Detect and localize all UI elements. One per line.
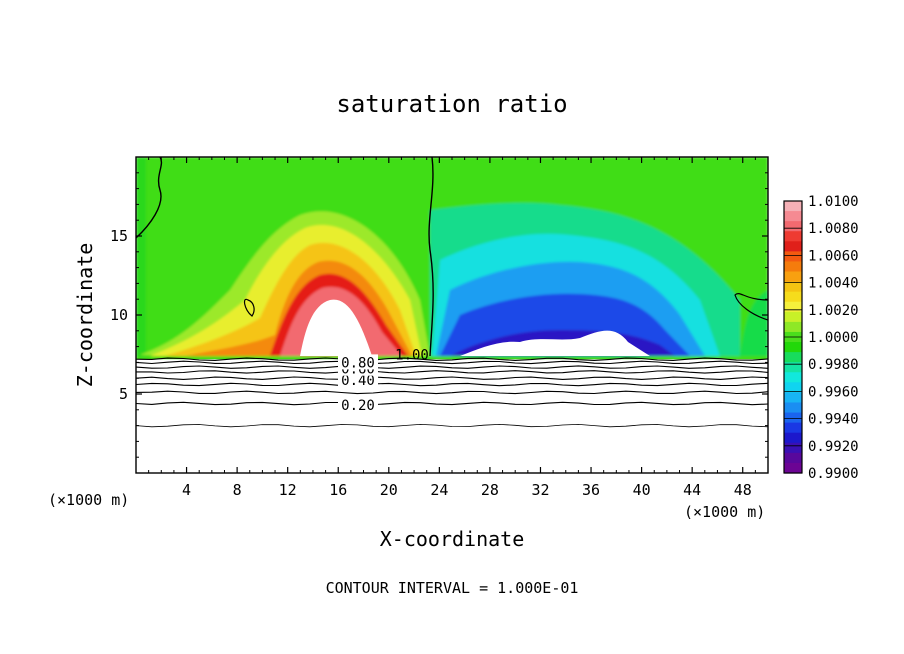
contour-label-bg [338, 397, 378, 413]
x-tick-label: 36 [582, 481, 600, 499]
y-tick-label: 15 [110, 227, 128, 245]
colorbar-swatch [784, 422, 802, 434]
chart-title: saturation ratio [336, 90, 567, 118]
contour-line [136, 390, 768, 395]
contour-label-bg [338, 354, 378, 370]
x-tick-label: 32 [531, 481, 549, 499]
x-tick-label: 24 [430, 481, 448, 499]
colorbar-swatch [784, 251, 802, 263]
x-tick-label: 28 [481, 481, 499, 499]
contour-interval-note: CONTOUR INTERVAL = 1.000E-01 [326, 579, 579, 597]
contour-lines: 0.200.400.600.80 1.00 [136, 157, 768, 428]
colorbar-swatch [784, 342, 802, 353]
colorbar-swatch [784, 402, 802, 414]
colorbar-label: 1.0100 [808, 194, 859, 210]
colorbar-label: 0.9980 [808, 357, 859, 373]
x-tick-label: 48 [734, 481, 752, 499]
contour-line [428, 157, 434, 357]
colorbar-swatch [784, 311, 802, 323]
colorbar-swatch [784, 452, 802, 464]
colorbar-label: 1.0060 [808, 248, 859, 264]
colorbar: 1.0100 1.0080 1.0060 1.0040 1.0020 1.0000 0.99… [783, 194, 859, 482]
x-axis-label: X-coordinate [380, 527, 525, 551]
contour-line [136, 365, 768, 369]
contour-label: 1.00 [395, 348, 429, 364]
x-tick-label: 12 [279, 481, 297, 499]
contour-line [136, 382, 768, 387]
saturation-field [136, 157, 768, 473]
contour-line [136, 357, 768, 361]
x-tick-label: 40 [633, 481, 651, 499]
colorbar-swatch [784, 392, 802, 404]
contour-line [734, 293, 768, 321]
colorbar-swatch [784, 462, 802, 474]
colorbar-label: 0.9900 [808, 466, 859, 482]
contour-line [136, 360, 768, 365]
colorbar-swatch [784, 352, 802, 363]
x-axis-unit-left: (×1000 m) [48, 491, 129, 509]
y-tick-label: 5 [119, 385, 128, 403]
colorbar-swatch [784, 362, 802, 373]
contour-label: 0.40 [341, 373, 375, 389]
contour-line [136, 376, 768, 380]
contour-line [136, 370, 768, 374]
x-axis-unit-right: (×1000 m) [684, 503, 765, 521]
x-tick-label: 44 [683, 481, 701, 499]
colorbar-swatch [784, 412, 802, 424]
y-axis-ticks: 5 10 15 [110, 172, 768, 458]
x-axis-ticks: 4 8 12 16 20 24 28 32 36 40 44 48 [148, 157, 756, 499]
x-tick-label: 16 [329, 481, 347, 499]
colorbar-label: 0.9920 [808, 439, 859, 455]
colorbar-swatch [784, 301, 802, 313]
contour-line [136, 401, 768, 406]
y-axis-label: Z-coordinate [73, 243, 97, 388]
colorbar-label: 0.9940 [808, 412, 859, 428]
contour-line [136, 423, 768, 428]
colorbar-label: 1.0040 [808, 276, 859, 292]
colorbar-swatch [784, 432, 802, 444]
colorbar-swatch [784, 261, 802, 273]
colorbar-label: 1.0080 [808, 221, 859, 237]
colorbar-label: 1.0000 [808, 330, 859, 346]
x-tick-label: 4 [182, 481, 191, 499]
contour-line [243, 298, 255, 317]
colorbar-swatch [784, 231, 802, 242]
colorbar-swatch [784, 221, 802, 232]
x-tick-label: 8 [233, 481, 242, 499]
colorbar-label: 0.9960 [808, 384, 859, 400]
colorbar-swatch [784, 241, 802, 252]
y-tick-label: 10 [110, 306, 128, 324]
colorbar-swatch [784, 321, 802, 333]
colorbar-swatch [784, 291, 802, 303]
colorbar-swatch [784, 211, 802, 222]
colorbar-label: 1.0020 [808, 303, 859, 319]
contour-label: 0.20 [341, 398, 375, 414]
colorbar-swatch [784, 201, 802, 212]
colorbar-swatch [784, 442, 802, 454]
colorbar-swatch [784, 281, 802, 293]
colorbar-swatch [784, 271, 802, 283]
colorbar-swatch [784, 372, 802, 383]
contour-line [136, 157, 163, 239]
colorbar-swatch [784, 382, 802, 394]
contour-label: 0.80 [341, 355, 375, 371]
x-tick-label: 20 [380, 481, 398, 499]
